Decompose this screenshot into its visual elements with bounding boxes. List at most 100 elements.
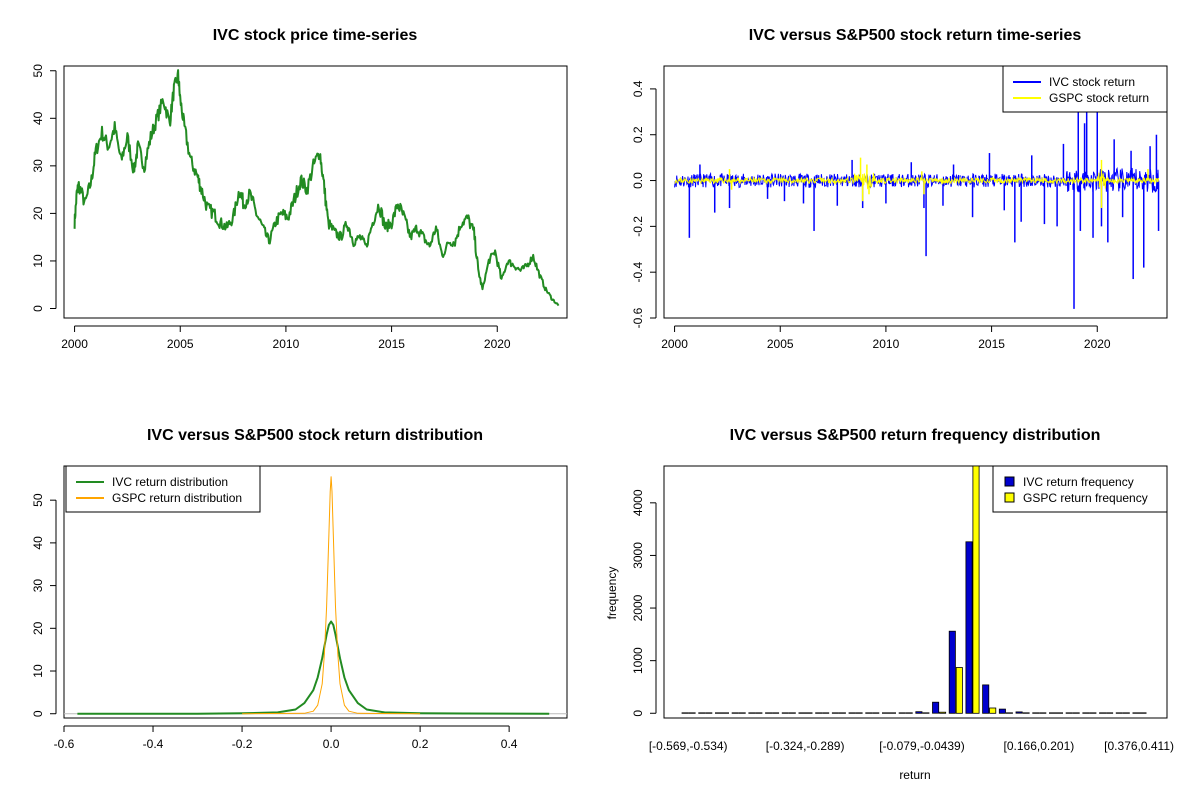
price-y-tick-label: 0: [31, 305, 45, 312]
frequency-bar-gspc: [889, 712, 897, 714]
legend-label: GSPC return frequency: [1023, 491, 1148, 505]
frequency-bar-gspc: [772, 712, 780, 714]
frequency-bar-gspc: [855, 712, 863, 714]
frequency-bar-gspc: [972, 465, 980, 714]
density-y-tick-label: 50: [31, 493, 45, 507]
density-x-tick-label: -0.4: [143, 737, 164, 751]
returns-x-tick-label: 2000: [661, 337, 688, 351]
density-x-tick-label: 0.0: [323, 737, 340, 751]
frequency-bar-gspc: [1056, 712, 1064, 714]
frequency-bar-ivc: [865, 712, 873, 714]
panel-price: IVC stock price time-series 2000 2005 2010…: [31, 27, 568, 351]
frequency-x-tick-label: [-0.569,-0.534): [649, 739, 728, 753]
frequency-bar-gspc: [1106, 712, 1114, 714]
frequency-bar-gspc: [1089, 712, 1097, 714]
price-x-tick-label: 2010: [273, 337, 300, 351]
returns-x-tick-label: 2010: [873, 337, 900, 351]
legend-swatch: [1004, 492, 1015, 503]
frequency-bar-gspc: [788, 712, 796, 714]
frequency-bar-ivc: [982, 684, 990, 714]
returns-x-tick-label: 2005: [767, 337, 794, 351]
legend-label: GSPC stock return: [1049, 91, 1149, 105]
returns-series-line-gspc: [674, 172, 1159, 190]
legend-label: GSPC return distribution: [112, 491, 242, 505]
frequency-bar-ivc: [1049, 712, 1057, 714]
frequency-bar-gspc: [738, 712, 746, 714]
frequency-bar-ivc: [1032, 712, 1040, 714]
frequency-bar-gspc: [1039, 712, 1047, 714]
frequency-bar-gspc: [1022, 712, 1030, 714]
frequency-bar-gspc: [1072, 712, 1080, 714]
frequency-x-tick-label: [-0.324,-0.289): [766, 739, 845, 753]
frequency-x-axis-label: return: [899, 768, 930, 782]
density-x-tick-label: 0.4: [501, 737, 518, 751]
price-x-tick-label: 2005: [167, 337, 194, 351]
returns-y-tick-label: 0.4: [631, 80, 645, 97]
density-x-tick-label: -0.6: [54, 737, 75, 751]
frequency-bar-ivc: [781, 712, 789, 714]
price-y-tick-label: 50: [31, 64, 45, 78]
legend-label: IVC return frequency: [1023, 475, 1134, 489]
frequency-bar-gspc: [822, 712, 830, 714]
frequency-bar-ivc: [698, 712, 706, 714]
density-x-tick-label: 0.2: [412, 737, 429, 751]
density-chart-title: IVC versus S&P500 stock return distribut…: [147, 427, 483, 444]
panel-frequency: IVC versus S&P500 return frequency distr…: [605, 427, 1174, 782]
price-y-tick-label: 10: [31, 254, 45, 268]
frequency-bar-gspc: [922, 712, 930, 714]
frequency-bar-gspc: [905, 712, 913, 714]
returns-y-tick-label: 0.2: [631, 126, 645, 143]
frequency-bar-ivc: [1082, 712, 1090, 714]
frequency-x-tick-label: [0.376,0.411): [1104, 739, 1174, 753]
density-series-line-ivc: [77, 620, 550, 715]
frequency-bar-gspc: [722, 712, 730, 714]
price-chart-title: IVC stock price time-series: [213, 27, 418, 44]
panel-density: IVC versus S&P500 stock return distribut…: [31, 427, 568, 751]
frequency-bar-ivc: [1015, 711, 1023, 714]
legend-box: [992, 465, 1168, 513]
frequency-y-tick-label: 0: [631, 710, 645, 717]
panel-returns: IVC versus S&P500 stock return time-seri…: [631, 27, 1168, 351]
frequency-bar-gspc: [939, 711, 947, 714]
price-plot-frame: [63, 65, 568, 319]
frequency-bar-gspc: [688, 712, 696, 714]
frequency-plot-frame: [663, 465, 1168, 719]
legend-box: [1002, 65, 1168, 113]
frequency-chart-title: IVC versus S&P500 return frequency distr…: [730, 427, 1101, 444]
frequency-y-tick-label: 1000: [631, 647, 645, 674]
legend-box: [65, 465, 261, 513]
density-y-tick-label: 0: [31, 710, 45, 717]
frequency-bar-ivc: [681, 712, 689, 714]
price-x-tick-label: 2000: [61, 337, 88, 351]
frequency-bar-ivc: [715, 712, 723, 714]
legend-label: IVC return distribution: [112, 475, 228, 489]
frequency-y-tick-label: 3000: [631, 542, 645, 569]
density-y-tick-label: 10: [31, 664, 45, 678]
frequency-bar-gspc: [1005, 712, 1013, 714]
legend-label: IVC stock return: [1049, 75, 1135, 89]
frequency-bar-ivc: [765, 712, 773, 714]
legend-swatch: [1004, 476, 1015, 487]
frequency-bar-ivc: [1065, 712, 1073, 714]
frequency-bar-gspc: [955, 667, 963, 714]
price-y-tick-label: 20: [31, 206, 45, 220]
frequency-x-tick-label: [-0.079,-0.0439): [879, 739, 964, 753]
frequency-bar-ivc: [915, 711, 923, 714]
frequency-bar-ivc: [1115, 712, 1123, 714]
frequency-bar-ivc: [932, 701, 940, 714]
frequency-bar-ivc: [948, 630, 956, 714]
frequency-bar-ivc: [731, 712, 739, 714]
returns-y-tick-label: -0.6: [631, 307, 645, 328]
price-y-tick-label: 30: [31, 159, 45, 173]
frequency-bar-ivc: [965, 541, 973, 714]
returns-x-tick-label: 2015: [978, 337, 1005, 351]
frequency-bar-gspc: [705, 712, 713, 714]
frequency-bar-gspc: [755, 712, 763, 714]
returns-plot-frame: [663, 65, 1168, 319]
returns-y-tick-label: 0.0: [631, 172, 645, 189]
density-y-tick-label: 30: [31, 579, 45, 593]
frequency-bar-gspc: [872, 712, 880, 714]
frequency-y-tick-label: 4000: [631, 489, 645, 516]
frequency-bar-gspc: [1139, 712, 1147, 714]
frequency-bar-ivc: [898, 712, 906, 714]
